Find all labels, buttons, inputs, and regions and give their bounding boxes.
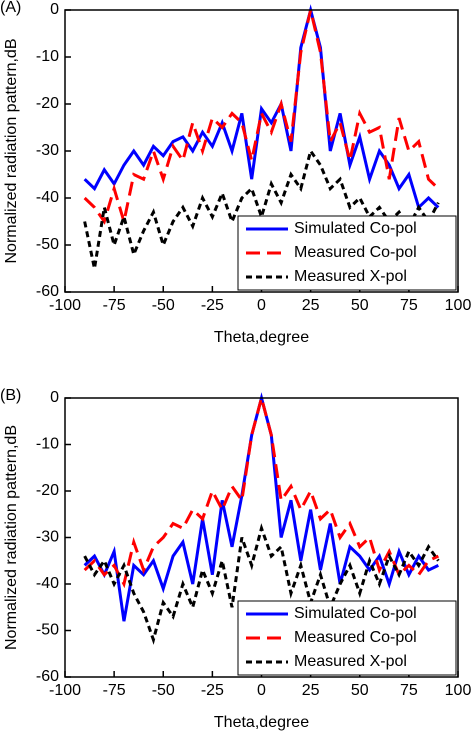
y-tick-label: -20 xyxy=(36,95,59,112)
y-tick-label: -10 xyxy=(36,48,59,65)
x-tick-label: 75 xyxy=(400,297,418,314)
legend-label: Measured Co-pol xyxy=(294,629,417,646)
legend-label: Measured X-pol xyxy=(294,653,407,670)
series-line xyxy=(83,523,440,645)
x-tick-label: -50 xyxy=(152,682,175,699)
x-tick-label: -25 xyxy=(201,682,224,699)
x-tick-label: 0 xyxy=(257,297,266,314)
legend-label: Simulated Co-pol xyxy=(294,605,417,622)
x-axis-label: Theta,degree xyxy=(214,714,309,731)
x-tick-label: 50 xyxy=(351,297,369,314)
x-tick-label: 25 xyxy=(302,682,320,699)
panel-label: (A) xyxy=(0,0,21,16)
y-tick-label: -60 xyxy=(36,283,59,300)
plot-frame xyxy=(64,397,459,678)
y-tick-label: -40 xyxy=(36,575,59,592)
y-tick-label: 0 xyxy=(50,1,59,18)
x-tick-label: -100 xyxy=(49,682,81,699)
series-line xyxy=(83,9,440,225)
y-tick-label: -30 xyxy=(36,142,59,159)
x-tick-label: 100 xyxy=(445,297,472,314)
y-tick-label: 0 xyxy=(50,389,59,406)
y-axis-label: Normalized radiation pattern,dB xyxy=(3,38,20,263)
x-tick-label: -100 xyxy=(49,297,81,314)
y-tick-label: -10 xyxy=(36,436,59,453)
series-line xyxy=(83,392,439,622)
y-tick-label: -60 xyxy=(36,668,59,685)
y-tick-label: -50 xyxy=(36,236,59,253)
y-tick-label: -40 xyxy=(36,189,59,206)
x-tick-label: -75 xyxy=(103,297,126,314)
x-tick-label: -50 xyxy=(152,297,175,314)
panel-label: (B) xyxy=(0,387,21,404)
x-tick-label: 25 xyxy=(302,297,320,314)
x-axis-label: Theta,degree xyxy=(214,329,309,346)
y-tick-label: -30 xyxy=(36,529,59,546)
x-tick-label: -25 xyxy=(201,297,224,314)
x-tick-label: -75 xyxy=(103,682,126,699)
y-axis-label: Normalized radiation pattern,dB xyxy=(3,425,20,650)
legend-label: Simulated Co-pol xyxy=(294,220,417,237)
x-tick-label: 75 xyxy=(400,682,418,699)
x-tick-label: 0 xyxy=(257,682,266,699)
x-tick-label: 100 xyxy=(445,682,472,699)
x-tick-label: 50 xyxy=(351,682,369,699)
legend-label: Measured X-pol xyxy=(294,268,407,285)
plot-frame xyxy=(64,9,459,293)
y-tick-label: -50 xyxy=(36,622,59,639)
legend-label: Measured Co-pol xyxy=(294,244,417,261)
series-line xyxy=(83,147,440,269)
series-line xyxy=(83,392,439,589)
series-line xyxy=(83,4,440,211)
y-tick-label: -20 xyxy=(36,482,59,499)
